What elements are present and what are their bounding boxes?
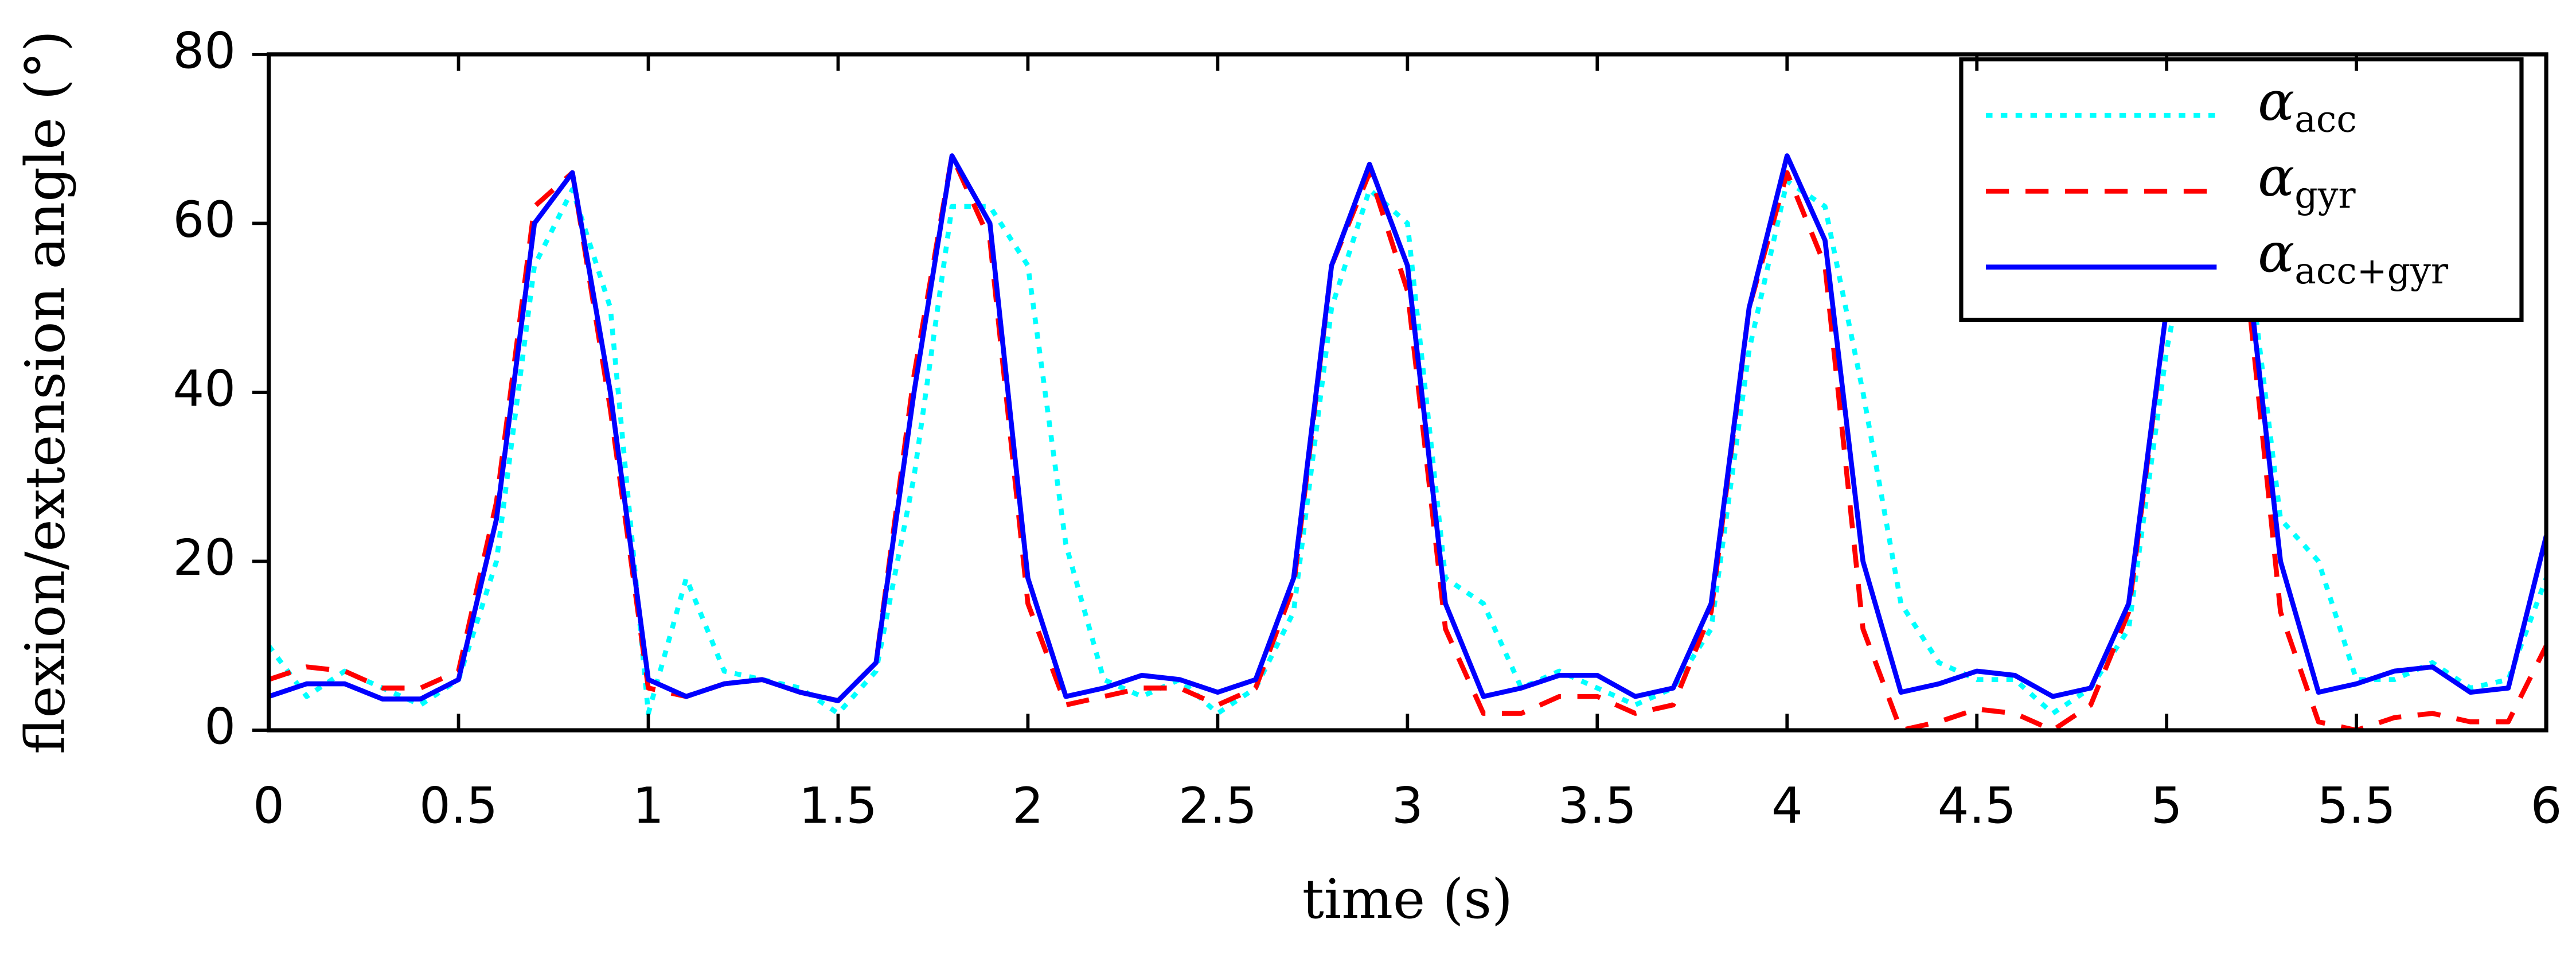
x-tick-label: 6: [2531, 777, 2562, 835]
x-tick-label: 0.5: [419, 777, 498, 835]
y-tick-label: 40: [173, 360, 236, 418]
y-tick-label: 80: [173, 22, 236, 80]
x-tick-label: 1.5: [799, 777, 877, 835]
x-tick-label: 2.5: [1178, 777, 1257, 835]
x-tick-label: 5.5: [2317, 777, 2396, 835]
legend-box: [1959, 57, 2524, 322]
y-axis-label: flexion/extension angle (°): [14, 30, 77, 754]
legend-label: αacc+gyr: [2258, 221, 2449, 291]
x-tick-label: 4: [1771, 777, 1803, 835]
x-tick-label: 0: [253, 777, 284, 835]
x-tick-label: 4.5: [1938, 777, 2016, 835]
x-tick-label: 5: [2151, 777, 2183, 835]
y-tick-label: 20: [173, 529, 236, 587]
x-tick-label: 3.5: [1558, 777, 1637, 835]
series-line: [268, 153, 2547, 716]
x-tick-label: 1: [633, 777, 664, 835]
x-axis-label: time (s): [1302, 868, 1513, 931]
x-tick-label: 2: [1012, 777, 1044, 835]
x-tick-label: 3: [1392, 777, 1423, 835]
legend-label: αacc: [2258, 70, 2357, 140]
legend-label: αgyr: [2258, 146, 2356, 216]
y-tick-label: 60: [173, 192, 236, 249]
y-tick-label: 0: [204, 698, 236, 755]
